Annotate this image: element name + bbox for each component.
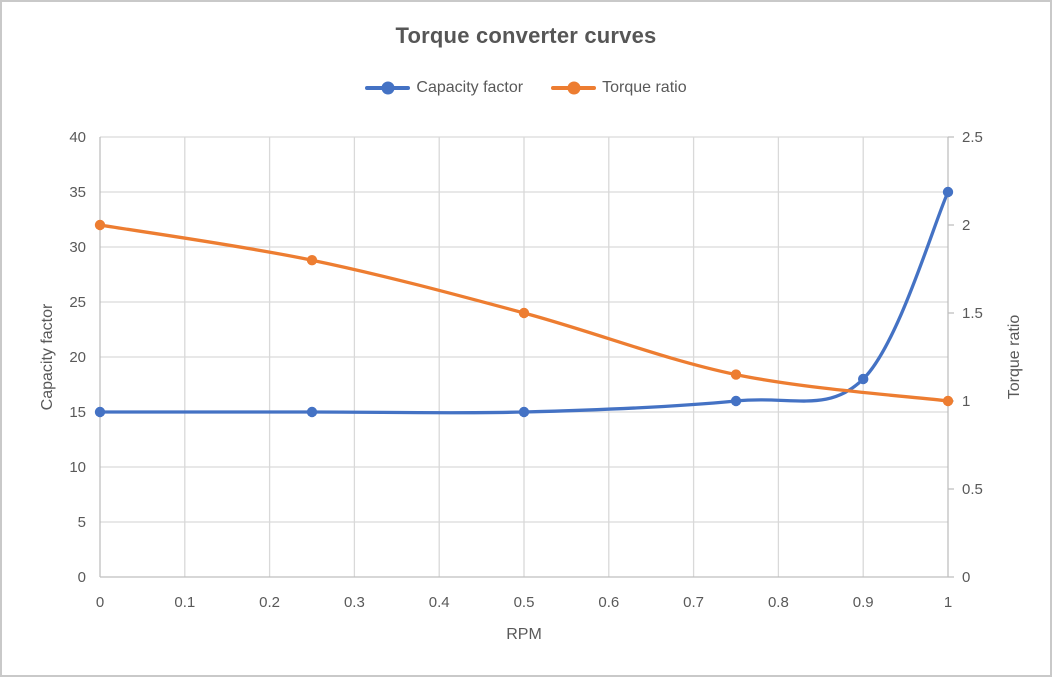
data-point-torque-ratio [518, 307, 530, 319]
circle-marker-icon [567, 81, 581, 95]
data-point-capacity-factor [858, 373, 869, 385]
x-tick-label: 1 [944, 594, 952, 611]
data-point-capacity-factor [306, 406, 318, 418]
right-axis-title: Torque ratio [1006, 314, 1023, 400]
right-tick-label: 1.5 [962, 305, 983, 322]
x-tick-label: 0.2 [259, 594, 280, 611]
x-tick-label: 0.9 [853, 594, 874, 611]
data-point-torque-ratio [942, 395, 954, 407]
x-tick-label: 0.3 [344, 594, 365, 611]
legend-item-capacity-factor: Capacity factor [365, 79, 523, 97]
data-point-capacity-factor [730, 395, 742, 407]
right-tick-label: 0 [962, 569, 970, 586]
left-axis-title: Capacity factor [39, 303, 56, 411]
right-tick-label: 1 [962, 393, 970, 410]
left-tick-label: 30 [69, 239, 86, 256]
x-tick-label: 0.8 [768, 594, 789, 611]
x-tick-label: 0.5 [514, 594, 535, 611]
data-point-torque-ratio [94, 219, 106, 231]
legend-item-torque-ratio: Torque ratio [551, 79, 687, 97]
line-dot-marker-icon [365, 81, 411, 95]
left-tick-label: 5 [78, 514, 86, 531]
left-tick-label: 15 [69, 404, 86, 421]
chart-title: Torque converter curves [395, 23, 657, 48]
left-tick-label: 20 [69, 349, 86, 366]
data-point-capacity-factor [94, 406, 106, 418]
right-tick-label: 2.5 [962, 129, 983, 146]
left-tick-label: 0 [78, 569, 86, 586]
left-tick-label: 10 [69, 459, 86, 476]
data-point-capacity-factor [942, 186, 954, 198]
left-tick-label: 25 [69, 294, 86, 311]
left-tick-label: 35 [69, 184, 86, 201]
right-tick-label: 0.5 [962, 481, 983, 498]
data-point-torque-ratio [306, 255, 318, 266]
x-tick-label: 0.4 [429, 594, 450, 611]
x-tick-label: 0.1 [174, 594, 195, 611]
series-line-capacity-factor [98, 190, 950, 415]
x-tick-label: 0 [96, 594, 104, 611]
circle-marker-icon [381, 81, 395, 95]
line-dot-marker-icon [551, 81, 597, 95]
data-point-torque-ratio [730, 369, 742, 380]
data-point-capacity-factor [518, 406, 530, 418]
right-tick-label: 2 [962, 217, 970, 234]
left-tick-label: 40 [69, 129, 86, 146]
legend-label: Capacity factor [416, 79, 524, 96]
x-tick-label: 0.7 [683, 594, 704, 611]
chart-legend: Capacity factor Torque ratio [2, 79, 1050, 97]
legend-label: Torque ratio [602, 79, 687, 96]
x-tick-label: 0.6 [598, 594, 619, 611]
x-axis-title: RPM [506, 626, 542, 643]
